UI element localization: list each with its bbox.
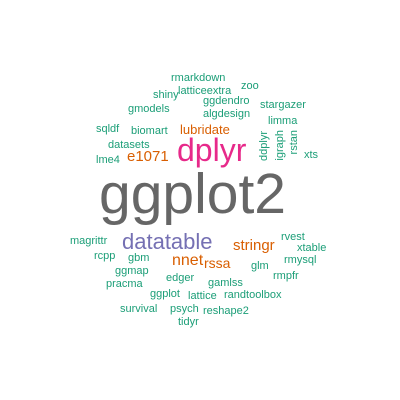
word-glm: glm — [251, 260, 269, 272]
word-rmpfr: rmpfr — [273, 270, 299, 282]
word-lubridate: lubridate — [180, 122, 230, 137]
word-rssa: rssa — [204, 255, 231, 271]
word-magrittr: magrittr — [70, 235, 108, 247]
word-shiny: shiny — [153, 89, 179, 101]
word-tidyr: tidyr — [178, 316, 199, 328]
word-datasets: datasets — [108, 139, 150, 151]
word-lattice: lattice — [188, 290, 217, 302]
word-gbm: gbm — [128, 252, 150, 264]
word-randtoolbox: randtoolbox — [224, 289, 282, 301]
word-survival: survival — [120, 303, 158, 315]
word-pracma: pracma — [106, 278, 143, 290]
word-lme4: lme4 — [96, 154, 120, 166]
word-datatable: datatable — [122, 229, 213, 254]
word-rstan: rstan — [288, 130, 300, 155]
word-dplyr: dplyr — [177, 132, 247, 168]
word-gmodels: gmodels — [128, 103, 170, 115]
word-sqldf: sqldf — [96, 123, 120, 135]
word-stringr: stringr — [233, 237, 275, 254]
word-rmysql: rmysql — [284, 254, 317, 266]
word-reshape2: reshape2 — [203, 305, 249, 317]
word-ggmap: ggmap — [115, 265, 149, 277]
word-xtable: xtable — [297, 242, 327, 254]
word-rcpp: rcpp — [94, 250, 116, 262]
word-limma: limma — [268, 115, 298, 127]
word-edger: edger — [166, 272, 195, 284]
word-rvest: rvest — [281, 231, 305, 243]
word-e1071: e1071 — [127, 148, 169, 165]
word-ggdendro: ggdendro — [203, 95, 250, 107]
word-rmarkdown: rmarkdown — [171, 72, 226, 84]
word-nnet: nnet — [172, 252, 204, 269]
word-xts: xts — [304, 149, 319, 161]
word-igraph: igraph — [274, 130, 286, 161]
word-ggplot2: ggplot2 — [99, 162, 287, 226]
word-latticeextra: latticeextra — [178, 85, 232, 97]
word-ddplyr: ddplyr — [258, 131, 270, 161]
word-ggplot: ggplot — [150, 288, 180, 300]
word-stargazer: stargazer — [260, 99, 306, 111]
word-psych: psych — [170, 303, 199, 315]
word-algdesign: algdesign — [203, 108, 251, 120]
word-gamlss: gamlss — [208, 277, 243, 289]
word-zoo: zoo — [241, 80, 259, 92]
word-biomart: biomart — [131, 125, 168, 137]
